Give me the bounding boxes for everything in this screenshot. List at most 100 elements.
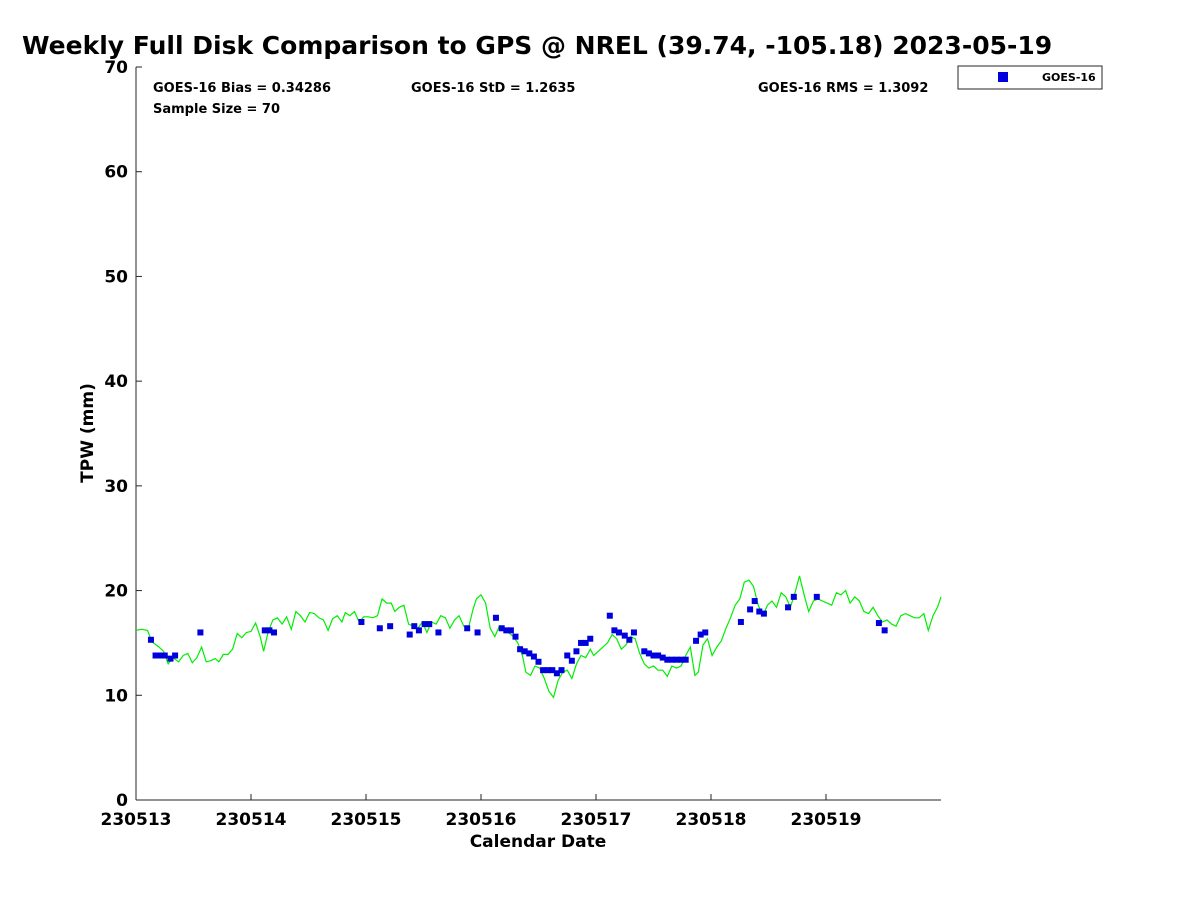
goes16-data-point — [376, 625, 383, 632]
x-tick-label: 230514 — [216, 810, 287, 830]
goes16-data-point — [697, 631, 704, 638]
goes16-data-point — [813, 593, 820, 600]
goes16-data-point — [881, 627, 888, 634]
goes16-data-point — [172, 652, 179, 659]
goes16-data-point — [611, 627, 618, 634]
goes16-data-point — [659, 654, 666, 661]
legend: GOES-16 — [957, 65, 1103, 90]
goes16-data-point — [152, 652, 159, 659]
goes16-data-point — [271, 629, 277, 636]
goes16-data-point — [411, 623, 418, 630]
goes16-data-point — [358, 618, 365, 625]
y-tick-label: 50 — [104, 267, 128, 287]
goes16-data-point — [621, 632, 628, 639]
goes16-data-point — [512, 633, 519, 640]
legend-label-goes16: GOES-16 — [1042, 71, 1096, 84]
std-stat: GOES-16 StD = 1.2635 — [411, 81, 575, 96]
x-tick-label: 230513 — [101, 810, 172, 830]
y-tick-label: 40 — [104, 372, 128, 392]
goes16-data-point — [387, 623, 394, 630]
goes16-data-point — [517, 646, 524, 653]
gps-series-line — [135, 575, 942, 699]
goes16-data-point — [785, 604, 792, 611]
goes16-data-point — [161, 652, 168, 659]
rms-stat: GOES-16 RMS = 1.3092 — [758, 81, 928, 96]
chart-title: Weekly Full Disk Comparison to GPS @ NRE… — [22, 31, 1052, 60]
goes16-data-point — [626, 636, 633, 643]
goes16-data-point — [474, 629, 481, 636]
gps-line-layer — [135, 575, 942, 699]
goes16-data-point — [558, 667, 565, 674]
goes16-data-point — [875, 620, 882, 627]
goes16-data-point — [655, 652, 662, 659]
x-ticks: 230513 230514 230515 230516 230517 230518 2305… — [101, 794, 861, 830]
goes16-data-point — [582, 639, 589, 646]
goes16-data-point — [530, 653, 537, 660]
legend-box — [957, 65, 1103, 90]
x-tick-label: 230515 — [331, 810, 402, 830]
goes16-data-point — [526, 650, 533, 657]
goes16-data-point — [503, 627, 510, 634]
goes16-data-point — [578, 639, 585, 646]
goes16-data-point — [421, 621, 428, 628]
goes16-data-point — [673, 656, 680, 663]
goes16-data-point — [540, 667, 547, 674]
x-tick-label: 230517 — [561, 810, 632, 830]
goes16-data-point — [616, 629, 622, 636]
legend-marker-square — [998, 72, 1008, 82]
goes16-data-point — [678, 656, 685, 663]
goes16-data-point — [756, 608, 763, 615]
bias-stat: GOES-16 Bias = 0.34286 — [153, 81, 331, 96]
plot-area — [135, 67, 942, 801]
goes16-data-point — [645, 650, 652, 657]
x-tick-label: 230516 — [446, 810, 517, 830]
goes16-data-point — [702, 629, 709, 636]
goes16-data-point — [266, 627, 273, 634]
goes16-data-point — [406, 631, 413, 638]
goes16-data-point — [790, 593, 797, 600]
y-tick-label: 10 — [104, 686, 128, 706]
goes16-data-point — [573, 648, 580, 655]
y-tick-label: 30 — [104, 477, 128, 497]
y-tick-label: 70 — [104, 58, 128, 78]
y-tick-label: 20 — [104, 582, 128, 602]
goes16-data-point — [568, 657, 575, 664]
goes16-data-point — [147, 636, 154, 643]
goes16-data-point — [682, 656, 689, 663]
goes16-data-point — [535, 658, 542, 665]
goes16-data-point — [564, 652, 571, 659]
goes16-data-point — [650, 652, 657, 659]
y-ticks: 0 10 20 30 40 50 60 70 — [104, 58, 142, 811]
goes16-data-point — [664, 656, 671, 663]
goes16-data-point — [498, 625, 505, 632]
goes16-data-point — [747, 606, 754, 613]
y-axis-label: TPW (mm) — [78, 383, 98, 483]
goes16-data-point — [197, 629, 204, 636]
goes16-data-point — [693, 637, 700, 644]
goes16-data-point — [606, 612, 613, 619]
goes-points-layer — [147, 593, 888, 677]
goes16-data-point — [668, 656, 675, 663]
goes16-data-point — [641, 648, 648, 655]
sample-size-stat: Sample Size = 70 — [153, 102, 280, 117]
goes16-data-point — [157, 652, 164, 659]
goes16-data-point — [507, 627, 514, 634]
goes16-data-point — [167, 655, 174, 662]
goes16-data-point — [426, 621, 433, 628]
y-tick-label: 0 — [116, 791, 128, 811]
goes16-data-point — [261, 627, 268, 634]
goes16-data-point — [521, 648, 528, 655]
goes16-data-point — [553, 670, 560, 677]
y-tick-label: 60 — [104, 163, 128, 183]
goes16-data-point — [737, 618, 744, 625]
goes16-data-point — [751, 598, 758, 605]
goes16-data-point — [544, 667, 551, 674]
goes16-data-point — [435, 629, 442, 636]
goes16-data-point — [415, 627, 422, 634]
x-tick-label: 230518 — [676, 810, 747, 830]
goes16-data-point — [464, 625, 471, 632]
goes16-data-point — [630, 629, 637, 636]
x-axis-label: Calendar Date — [470, 832, 607, 852]
goes16-data-point — [549, 667, 556, 674]
